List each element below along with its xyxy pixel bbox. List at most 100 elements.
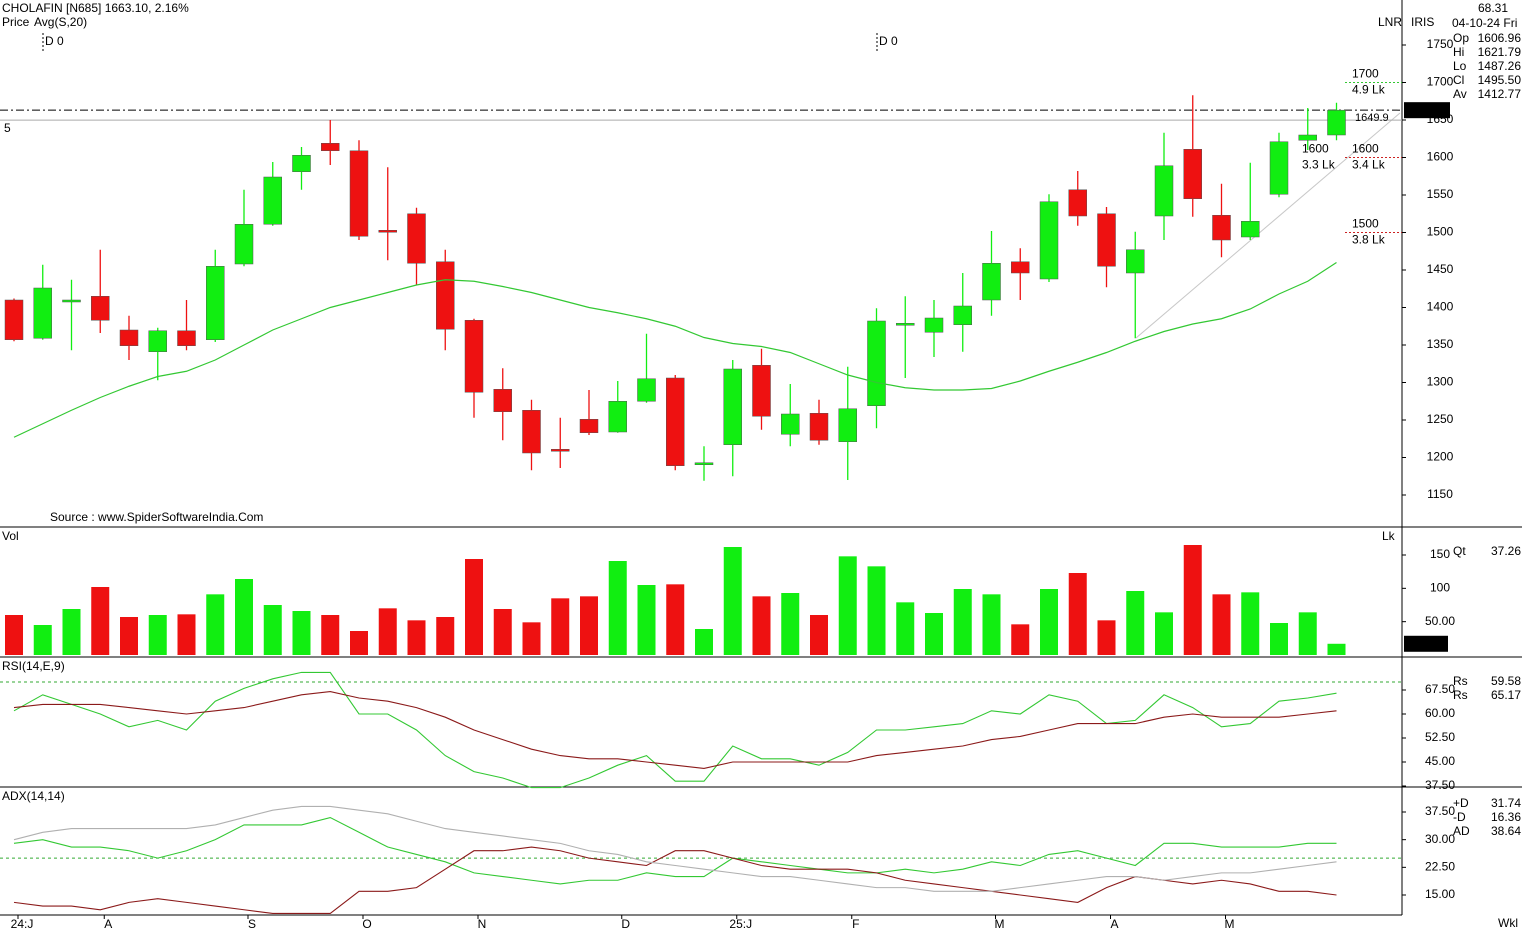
volume-bar	[148, 615, 167, 655]
series-label: Price	[2, 15, 30, 29]
y-tick-label: 37.50	[1425, 804, 1455, 818]
volume-bar	[91, 587, 110, 655]
level-volume: 3.4 Lk	[1352, 158, 1386, 172]
legend-name: Rs	[1453, 674, 1468, 688]
y-tick-label: 45.00	[1425, 754, 1455, 768]
volume-bar	[1212, 594, 1231, 655]
candle-body	[407, 213, 426, 264]
candle-body	[378, 230, 397, 233]
x-tick-label: D	[621, 917, 630, 931]
candle-body	[953, 305, 972, 325]
y-tick-label: 1300	[1427, 375, 1454, 389]
candle-body	[33, 287, 52, 339]
volume-bar	[292, 611, 311, 655]
volume-bar	[5, 615, 23, 655]
candle-body	[119, 329, 139, 346]
volume-bar	[206, 594, 225, 655]
info-value: 1606.96	[1478, 31, 1522, 45]
readout-label: Qt	[1453, 544, 1466, 558]
y-tick-label: 1150	[1427, 487, 1453, 501]
indicator-label: IRIS	[1411, 15, 1434, 29]
y-tick-label: 37.50	[1425, 778, 1455, 792]
volume-bar	[838, 556, 857, 655]
info-header: 68.31	[1478, 1, 1508, 15]
x-tick-label: N	[478, 917, 487, 931]
candle-body	[1126, 249, 1145, 274]
x-tick-label: O	[362, 917, 371, 931]
y-tick-label: 1750	[1427, 37, 1454, 51]
trend-line	[1135, 112, 1401, 339]
source: Source : www.SpiderSoftwareIndia.Com	[50, 510, 263, 524]
candle-body	[838, 408, 857, 442]
volume-bar	[867, 566, 886, 655]
level-volume: 4.9 Lk	[1352, 83, 1386, 97]
volume-bar	[723, 547, 742, 655]
y-tick-label: 52.50	[1425, 730, 1455, 744]
candle-body	[1011, 261, 1030, 274]
volume-bar	[321, 615, 340, 655]
volume-bar	[465, 559, 483, 655]
last-tag-bg	[1404, 102, 1450, 119]
volume-bar	[896, 602, 915, 655]
volume-bar	[1241, 592, 1260, 655]
level-price: 1700	[1352, 67, 1379, 81]
volume-bar	[551, 598, 570, 655]
level-volume: 3.8 Lk	[1352, 233, 1386, 247]
candle-body	[809, 413, 829, 441]
panel-title: RSI(14,E,9)	[2, 659, 65, 673]
axis-label: LNR	[1378, 15, 1402, 29]
candle-body	[867, 320, 886, 406]
candle-body	[1183, 149, 1202, 199]
x-tick-label: M	[995, 917, 1005, 931]
volume-bar	[263, 605, 282, 655]
y-tick-label: 100	[1430, 581, 1450, 595]
candle-body	[1097, 213, 1116, 267]
indicator-line	[13, 671, 1337, 789]
candle-body	[1212, 215, 1231, 241]
y-tick-label: 1250	[1427, 412, 1454, 426]
volume-bar	[177, 614, 196, 655]
volume-bar	[235, 579, 253, 655]
marker-label: D 0	[45, 34, 64, 48]
volume-bar	[378, 608, 397, 655]
candle-body	[493, 389, 512, 412]
volume-bar	[953, 589, 972, 655]
volume-bar	[1126, 591, 1145, 655]
candle-body	[234, 224, 254, 265]
y-tick-label: 50.00	[1425, 614, 1455, 628]
volume-bar	[810, 615, 828, 655]
y-tick-label: 1450	[1427, 262, 1454, 276]
info-label: Hi	[1453, 45, 1464, 59]
chart-title: CHOLAFIN [N685] 1663.10, 2.16%	[2, 1, 189, 15]
volume-bar	[1040, 589, 1058, 655]
info-value: 1412.77	[1478, 87, 1522, 101]
candle-body	[694, 462, 714, 465]
y-tick-label: 1550	[1427, 187, 1454, 201]
candle-body	[1327, 109, 1346, 136]
last-tag: 16.83	[1406, 636, 1436, 650]
volume-bar	[580, 596, 598, 655]
candle-body	[206, 266, 225, 340]
y-tick-label: 1500	[1427, 225, 1454, 239]
candle-body	[522, 410, 541, 454]
x-tick-label: A	[104, 917, 112, 931]
level-price: 1500	[1352, 217, 1379, 231]
candle-body	[1298, 134, 1317, 141]
ref-label: 1649.9	[1355, 112, 1389, 124]
candle-body	[464, 320, 484, 393]
ma-label: Avg(S,20)	[34, 15, 87, 29]
legend-value: 38.64	[1491, 824, 1521, 838]
volume-bar	[982, 594, 1001, 655]
candle-body	[1269, 141, 1289, 195]
candle-body	[752, 365, 771, 417]
volume-bar	[407, 620, 426, 655]
indicator-line	[13, 691, 1337, 769]
indicator-line	[13, 805, 1337, 892]
legend-name: AD	[1453, 824, 1470, 838]
candle-body	[436, 261, 455, 330]
y-tick-label: 1600	[1427, 150, 1454, 164]
level-price: 1600	[1352, 142, 1379, 156]
panel-title: Vol	[2, 529, 19, 543]
last-tag-bg	[1404, 635, 1448, 652]
